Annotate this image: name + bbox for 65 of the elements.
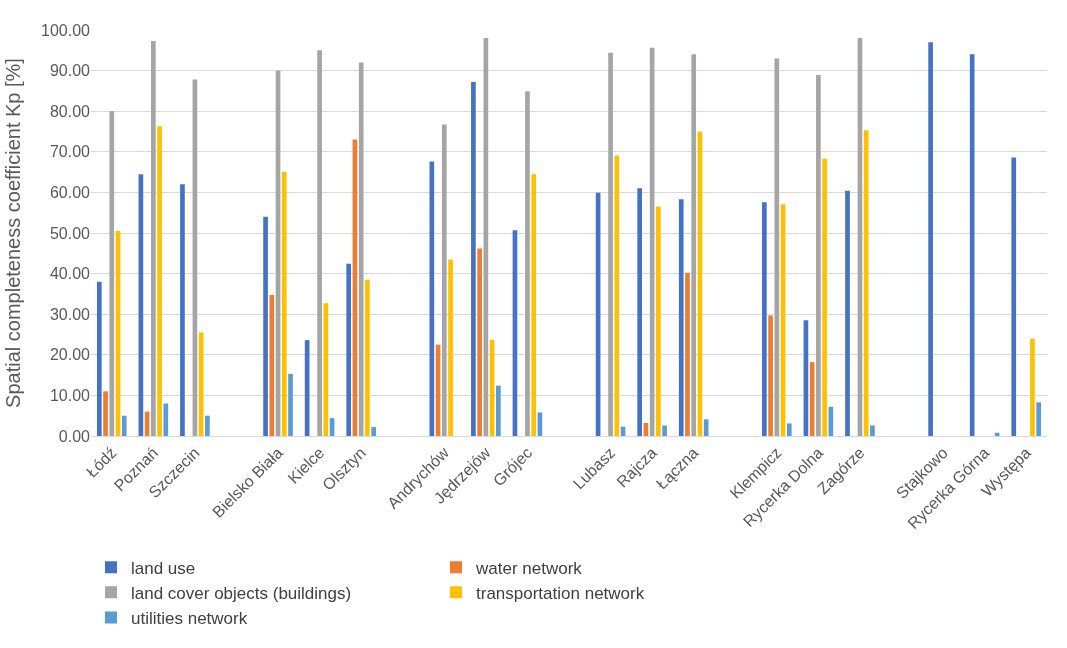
y-tick-label: 80.00	[49, 102, 91, 120]
y-tick-label: 40.00	[49, 265, 91, 283]
y-tick-label: 90.00	[49, 62, 91, 80]
bar	[163, 403, 169, 436]
bar	[662, 425, 667, 436]
bar	[441, 124, 447, 436]
y-axis-title: Spatial completeness coefficient Kp [%]	[1, 58, 24, 408]
bar	[845, 190, 850, 436]
bar	[109, 111, 115, 436]
bar	[317, 50, 322, 436]
bar	[151, 40, 156, 436]
legend-label: land use	[131, 558, 196, 578]
bar	[531, 174, 537, 436]
bar	[288, 373, 293, 436]
bar	[608, 52, 613, 436]
bar	[614, 155, 620, 436]
y-tick-label: 70.00	[49, 143, 91, 161]
bar	[496, 385, 501, 436]
y-tick-label: 30.00	[49, 305, 91, 323]
bar	[371, 427, 376, 436]
bar	[703, 419, 709, 436]
y-tick-label: 50.00	[49, 224, 91, 242]
bar	[103, 391, 108, 436]
bar	[180, 184, 185, 436]
bar	[870, 425, 875, 436]
bar	[691, 54, 697, 436]
bar	[1036, 402, 1042, 436]
bar	[157, 126, 162, 436]
legend-label: utilities network	[131, 609, 248, 629]
bar	[762, 202, 767, 436]
bar	[471, 81, 476, 436]
bar	[358, 62, 364, 436]
bar	[928, 42, 933, 436]
bar	[637, 188, 642, 436]
bar	[774, 58, 780, 436]
bar	[863, 130, 869, 436]
bar	[205, 415, 210, 436]
bar	[786, 423, 792, 436]
bar	[281, 172, 287, 436]
bar	[121, 415, 127, 436]
y-tick-label: 60.00	[49, 184, 91, 201]
bar	[346, 263, 352, 436]
bar	[816, 75, 821, 436]
bar	[1030, 338, 1035, 436]
bar	[1011, 157, 1017, 436]
legend-label: transportation network	[476, 583, 645, 603]
y-tick-label: 10.00	[49, 387, 91, 404]
bar	[269, 295, 275, 436]
y-tick-label: 0.00	[58, 427, 91, 445]
y-tick-label: 100.00	[41, 21, 91, 39]
bar	[678, 199, 684, 436]
bar	[477, 248, 482, 436]
legend-label: land cover objects (buildings)	[131, 583, 352, 603]
bar	[263, 216, 268, 436]
bar	[365, 279, 370, 436]
bar	[768, 315, 773, 436]
y-tick-label: 20.00	[49, 346, 91, 364]
bar	[448, 259, 453, 436]
bar	[656, 206, 661, 436]
bar	[96, 281, 102, 436]
legend-label: water network	[475, 558, 583, 578]
bar	[525, 91, 530, 436]
bar	[685, 272, 690, 436]
bar	[969, 54, 975, 436]
bar	[822, 158, 827, 436]
